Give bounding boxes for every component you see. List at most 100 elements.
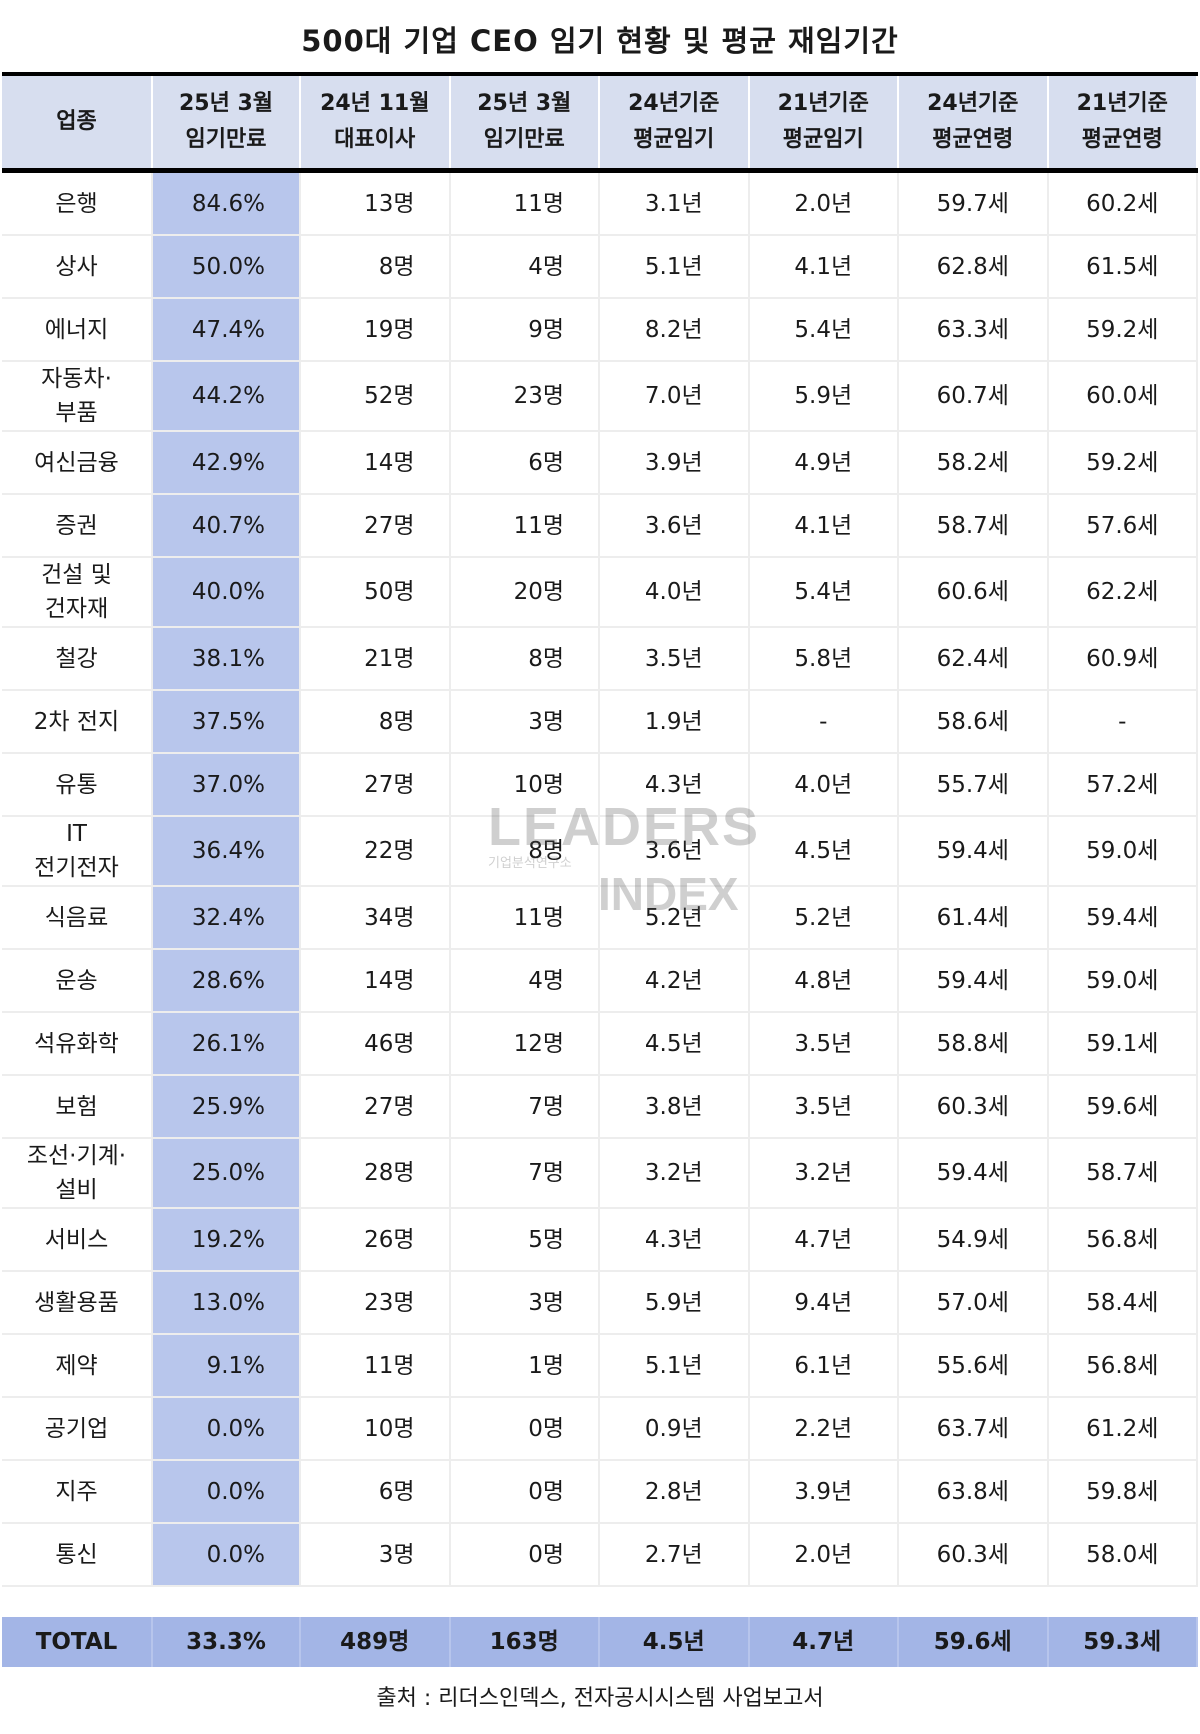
ceo-count-cell: 14명: [300, 949, 451, 1013]
table-row: 제약 9.1% 11명 1명 5.1년 6.1년 55.6세 56.8세: [2, 1334, 1198, 1398]
age24-cell: 58.7세: [898, 494, 1049, 558]
expire-pct-cell: 42.9%: [152, 431, 301, 495]
spacer-cell: [449, 1586, 599, 1617]
age21-cell: 59.1세: [1047, 1012, 1198, 1076]
tenure21-cell: 3.5년: [748, 1075, 899, 1139]
expire-pct-cell: 37.5%: [152, 690, 301, 754]
table-row: 철강 38.1% 21명 8명 3.5년 5.8년 62.4세 60.9세: [2, 627, 1198, 691]
industry-label: 식음료: [44, 904, 109, 931]
industry-label: 에너지: [44, 316, 109, 343]
total-tenure21-cell: 4.7년: [748, 1617, 899, 1667]
header-ceo-count: 24년 11월 대표이사: [300, 72, 451, 173]
tenure21-cell: 4.1년: [748, 235, 899, 299]
header-age-21: 21년기준 평균연령: [1047, 72, 1198, 173]
table-row: 식음료 32.4% 34명 11명 5.2년 5.2년 61.4세 59.4세: [2, 886, 1198, 950]
industry-cell: 공기업: [2, 1397, 153, 1461]
tenure24-cell: 3.2년: [599, 1138, 750, 1209]
expire-count-cell: 11명: [449, 170, 600, 236]
industry-label: 증권: [55, 512, 98, 539]
ceo-count-cell: 46명: [300, 1012, 451, 1076]
age21-cell: 59.2세: [1047, 298, 1198, 362]
expire-count-cell: 12명: [449, 1012, 600, 1076]
tenure24-cell: 5.9년: [599, 1271, 750, 1335]
expire-count-cell: 10명: [449, 753, 600, 817]
page-title: 500대 기업 CEO 임기 현황 및 평균 재임기간: [301, 24, 899, 58]
age24-cell: 60.7세: [898, 361, 1049, 432]
ceo-tenure-table: 업종 25년 3월 임기만료 24년 11월 대표이사 25년 3월 임기만료 24년…: [2, 72, 1198, 1667]
table-row: 운송 28.6% 14명 4명 4.2년 4.8년 59.4세 59.0세: [2, 949, 1198, 1013]
table-row: 상사 50.0% 8명 4명 5.1년 4.1년 62.8세 61.5세: [2, 235, 1198, 299]
age21-cell: 62.2세: [1047, 557, 1198, 628]
age24-cell: 63.7세: [898, 1397, 1049, 1461]
table-row: 보험 25.9% 27명 7명 3.8년 3.5년 60.3세 59.6세: [2, 1075, 1198, 1139]
tenure24-cell: 8.2년: [599, 298, 750, 362]
industry-cell: 제약: [2, 1334, 153, 1398]
tenure24-cell: 3.8년: [599, 1075, 750, 1139]
header-tenure-24: 24년기준 평균임기: [599, 72, 750, 173]
expire-count-cell: 20명: [449, 557, 600, 628]
industry-cell: 석유화학: [2, 1012, 153, 1076]
expire-pct-cell: 40.0%: [152, 557, 301, 628]
age21-cell: 59.0세: [1047, 816, 1198, 887]
spacer-cell: [748, 1586, 898, 1617]
industry-label: 은행: [55, 190, 98, 217]
tenure24-cell: 5.2년: [599, 886, 750, 950]
industry-cell: 상사: [2, 235, 153, 299]
industry-cell: 서비스: [2, 1208, 153, 1272]
industry-cell: 은행: [2, 170, 153, 236]
table-row: 유통 37.0% 27명 10명 4.3년 4.0년 55.7세 57.2세: [2, 753, 1198, 817]
expire-pct-cell: 47.4%: [152, 298, 301, 362]
age21-cell: 58.4세: [1047, 1271, 1198, 1335]
age24-cell: 58.2세: [898, 431, 1049, 495]
expire-count-cell: 6명: [449, 431, 600, 495]
tenure24-cell: 3.6년: [599, 494, 750, 558]
age24-cell: 60.3세: [898, 1075, 1049, 1139]
header-industry: 업종: [2, 72, 153, 173]
age24-cell: 63.8세: [898, 1460, 1049, 1524]
ceo-count-cell: 23명: [300, 1271, 451, 1335]
expire-count-cell: 1명: [449, 1334, 600, 1398]
age21-cell: 60.0세: [1047, 361, 1198, 432]
ceo-count-cell: 8명: [300, 690, 451, 754]
industry-cell: 조선·기계· 설비: [2, 1138, 153, 1209]
expire-pct-cell: 19.2%: [152, 1208, 301, 1272]
tenure24-cell: 4.3년: [599, 1208, 750, 1272]
table-row: 은행 84.6% 13명 11명 3.1년 2.0년 59.7세 60.2세: [2, 170, 1198, 236]
spacer-cell: [2, 1586, 152, 1617]
industry-label: 지주: [55, 1478, 98, 1505]
spacer-cell: [300, 1586, 450, 1617]
table-row: 자동차· 부품 44.2% 52명 23명 7.0년 5.9년 60.7세 60.0세: [2, 361, 1198, 432]
table-row: IT 전기전자 36.4% 22명 8명 3.6년 4.5년 59.4세 59.0세: [2, 816, 1198, 887]
spacer-cell: [599, 1586, 749, 1617]
expire-pct-cell: 0.0%: [152, 1523, 301, 1587]
tenure21-cell: 2.2년: [748, 1397, 899, 1461]
ceo-count-cell: 19명: [300, 298, 451, 362]
expire-pct-cell: 44.2%: [152, 361, 301, 432]
total-expire-pct-cell: 33.3%: [152, 1617, 301, 1667]
expire-pct-cell: 32.4%: [152, 886, 301, 950]
ceo-count-cell: 27명: [300, 753, 451, 817]
table-row: 지주 0.0% 6명 0명 2.8년 3.9년 63.8세 59.8세: [2, 1460, 1198, 1524]
expire-count-cell: 9명: [449, 298, 600, 362]
industry-label: 2차 전지: [33, 708, 120, 735]
total-age21-cell: 59.3세: [1047, 1617, 1198, 1667]
industry-label: 석유화학: [34, 1030, 119, 1057]
industry-cell: 여신금융: [2, 431, 153, 495]
industry-label: 부품: [55, 400, 98, 426]
age21-cell: 58.0세: [1047, 1523, 1198, 1587]
tenure21-cell: 5.4년: [748, 298, 899, 362]
table-row: 건설 및 건자재 40.0% 50명 20명 4.0년 5.4년 60.6세 62.2세: [2, 557, 1198, 628]
age24-cell: 61.4세: [898, 886, 1049, 950]
ceo-count-cell: 34명: [300, 886, 451, 950]
tenure24-cell: 2.7년: [599, 1523, 750, 1587]
expire-pct-cell: 36.4%: [152, 816, 301, 887]
table-row: 석유화학 26.1% 46명 12명 4.5년 3.5년 58.8세 59.1세: [2, 1012, 1198, 1076]
expire-pct-cell: 9.1%: [152, 1334, 301, 1398]
tenure24-cell: 5.1년: [599, 235, 750, 299]
expire-pct-cell: 37.0%: [152, 753, 301, 817]
expire-count-cell: 0명: [449, 1397, 600, 1461]
age24-cell: 55.6세: [898, 1334, 1049, 1398]
expire-pct-cell: 84.6%: [152, 170, 301, 236]
industry-cell: 통신: [2, 1523, 153, 1587]
age24-cell: 59.7세: [898, 170, 1049, 236]
